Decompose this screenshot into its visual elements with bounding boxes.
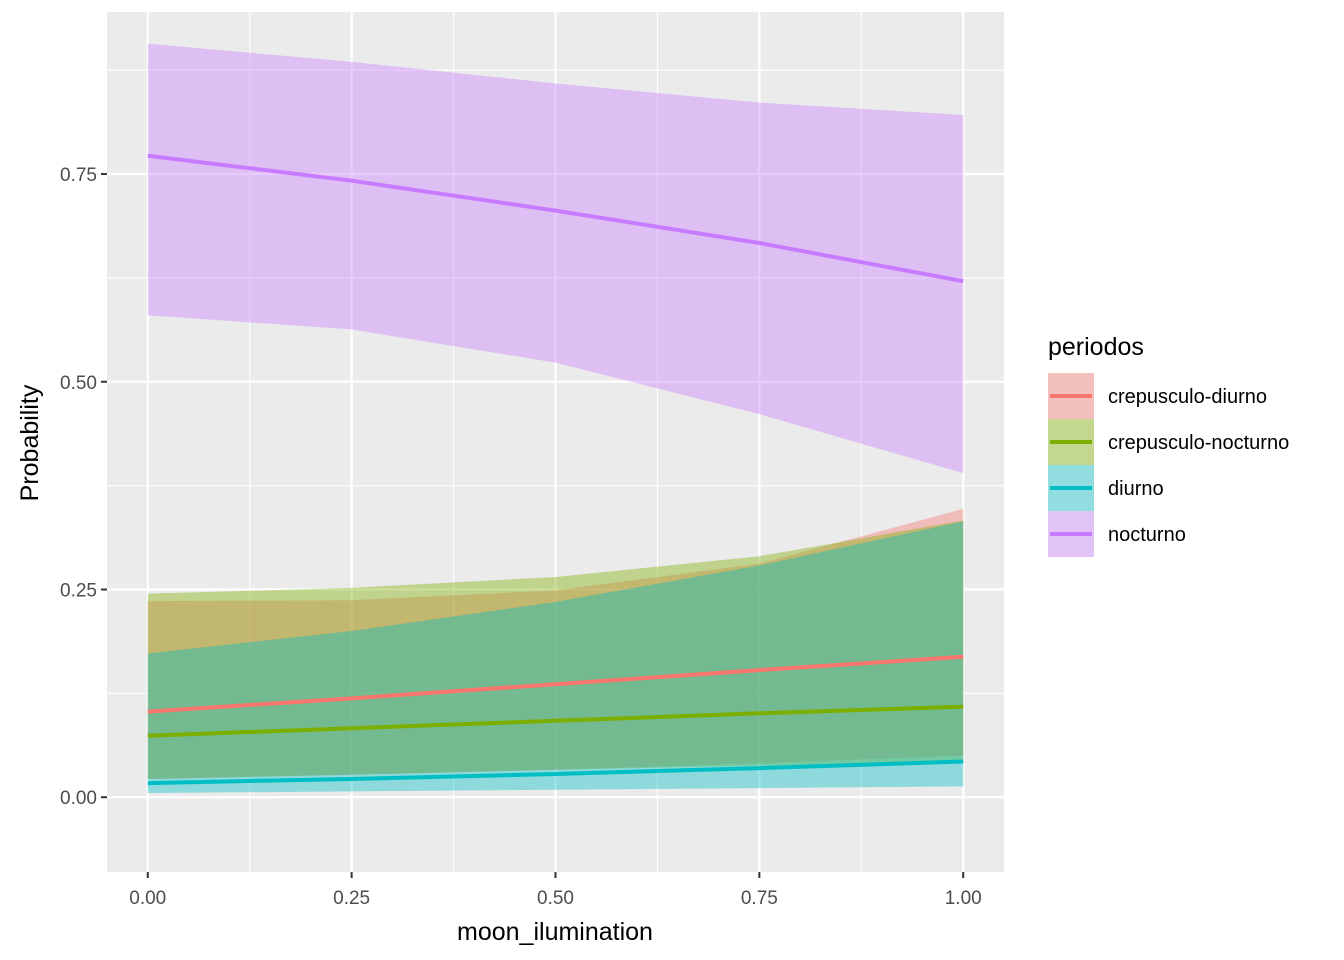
y-axis-title: Probability <box>16 384 44 501</box>
x-tick-label: 0.00 <box>129 888 166 909</box>
fit-line-crepusculo-diurno <box>147 654 964 714</box>
y-tick-label: 0.50 <box>60 373 97 394</box>
fit-lines <box>147 153 964 786</box>
fit-line-nocturno <box>147 153 964 284</box>
legend-label-crepusculo-diurno: crepusculo-diurno <box>1108 386 1267 408</box>
legend: periodos crepusculo-diurno crepusculo-noc… <box>1048 333 1289 557</box>
x-tick-label: 0.50 <box>537 888 574 909</box>
legend-title: periodos <box>1048 333 1144 361</box>
legend-label-nocturno: nocturno <box>1108 524 1186 546</box>
legend-items: crepusculo-diurno crepusculo-nocturno diur… <box>1048 373 1289 557</box>
y-tick-label: 0.25 <box>60 580 97 601</box>
y-axis-ticks: 0.00 0.25 0.50 0.75 <box>60 165 107 809</box>
x-tick-label: 0.75 <box>741 888 778 909</box>
x-axis-title: moon_ilumination <box>457 918 653 946</box>
y-tick-label: 0.00 <box>60 788 97 809</box>
y-tick-label: 0.75 <box>60 165 97 186</box>
ribbon-nocturno <box>147 43 964 474</box>
x-axis-ticks: 0.00 0.25 0.50 0.75 1.00 <box>129 872 982 909</box>
legend-label-crepusculo-nocturno: crepusculo-nocturno <box>1108 432 1289 454</box>
fit-line-diurno <box>147 759 964 786</box>
fit-line-crepusculo-nocturno <box>147 704 964 738</box>
ribbons <box>147 43 964 794</box>
x-tick-label: 0.25 <box>333 888 370 909</box>
x-tick-label: 1.00 <box>945 888 982 909</box>
legend-label-diurno: diurno <box>1108 478 1164 500</box>
ribbon-diurno <box>147 521 964 794</box>
